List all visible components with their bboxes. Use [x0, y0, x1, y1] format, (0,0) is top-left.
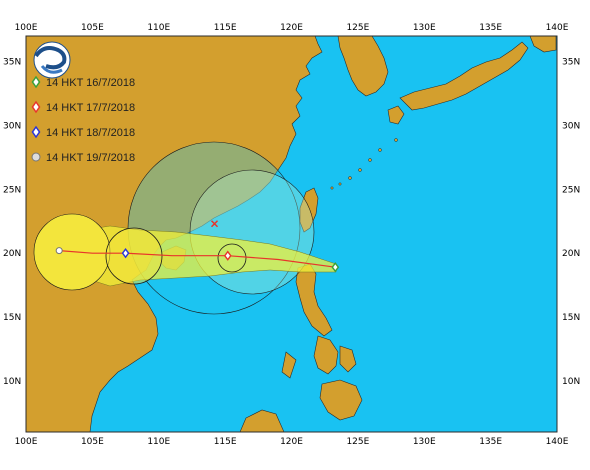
philippine-islands: [281, 335, 357, 379]
borneo-coast: [239, 409, 285, 432]
latitude-labels-right: 35N 30N 25N 20N 15N 10N: [562, 58, 580, 387]
ryukyu-islands: [330, 138, 398, 190]
luzon-island: [295, 263, 333, 337]
longitude-labels-bottom: 100E 105E 110E 115E 120E 125E 130E 135E 140E: [15, 437, 569, 447]
longitude-labels-top: 100E 105E 110E 115E 120E 125E 130E 135E 140E: [15, 23, 569, 33]
lat-tick-label-left: 20N: [3, 249, 21, 259]
day2-gale-radius: [217, 243, 247, 273]
lon-tick-label-bottom: 100E: [15, 437, 38, 447]
lat-tick-label-left: 15N: [3, 313, 21, 323]
legend: 14 HKT 16/7/2018 14 HKT 17/7/2018 14 HKT 1…: [31, 75, 135, 164]
lat-tick-label-right: 10N: [562, 377, 580, 387]
lon-tick-label-bottom: 105E: [81, 437, 104, 447]
track-markers: [55, 247, 340, 273]
lon-tick-label-top: 140E: [546, 23, 569, 33]
lon-tick-label-bottom: 125E: [346, 437, 369, 447]
lat-tick-label-left: 30N: [3, 121, 21, 131]
lat-tick-label-right: 35N: [562, 58, 580, 68]
day3-gale-radius: [105, 227, 163, 285]
lat-tick-label-left: 25N: [3, 185, 21, 195]
hong-kong-marker: [210, 220, 219, 228]
lon-tick-label-top: 130E: [413, 23, 436, 33]
lat-tick-label-left: 10N: [3, 377, 21, 387]
lat-tick-label-right: 20N: [562, 249, 580, 259]
lon-tick-label-top: 100E: [15, 23, 38, 33]
lat-tick-label-right: 25N: [562, 185, 580, 195]
lon-tick-label-bottom: 135E: [479, 437, 502, 447]
blue-diamond-icon: [31, 125, 41, 139]
green-diamond-icon: [31, 75, 41, 89]
grey-storm-icon: [31, 152, 41, 162]
lon-tick-label-top: 125E: [346, 23, 369, 33]
track-marker-green: [331, 262, 340, 273]
lon-tick-label-top: 115E: [214, 23, 237, 33]
track-marker-blue: [121, 247, 130, 259]
legend-item: 14 HKT 16/7/2018: [31, 75, 135, 89]
legend-item: 14 HKT 18/7/2018: [31, 125, 135, 139]
lon-tick-label-bottom: 115E: [214, 437, 237, 447]
legend-label: 14 HKT 19/7/2018: [46, 152, 135, 164]
japan-islands: [387, 36, 557, 125]
track-marker-grey: [55, 247, 63, 255]
lon-tick-label-bottom: 120E: [280, 437, 303, 447]
lon-tick-label-top: 120E: [280, 23, 303, 33]
legend-item: 14 HKT 19/7/2018: [31, 152, 135, 164]
lon-tick-label-bottom: 110E: [147, 437, 170, 447]
lon-tick-label-top: 105E: [81, 23, 104, 33]
legend-label: 14 HKT 16/7/2018: [46, 77, 135, 89]
lat-tick-label-right: 15N: [562, 313, 580, 323]
lat-tick-label-left: 35N: [3, 58, 21, 68]
lat-tick-label-right: 30N: [562, 121, 580, 131]
track-line: [59, 250, 336, 268]
red-diamond-icon: [31, 100, 41, 114]
lon-tick-label-bottom: 130E: [413, 437, 436, 447]
latitude-labels-left: 35N 30N 25N 20N 15N 10N: [3, 58, 21, 387]
lon-tick-label-top: 110E: [147, 23, 170, 33]
legend-item: 14 HKT 17/7/2018: [31, 100, 135, 114]
lon-tick-label-top: 135E: [479, 23, 502, 33]
legend-label: 14 HKT 17/7/2018: [46, 102, 135, 114]
lon-tick-label-bottom: 140E: [546, 437, 569, 447]
korean-peninsula: [337, 36, 389, 97]
track-marker-red: [223, 250, 232, 261]
observatory-logo-icon: [33, 41, 71, 79]
legend-label: 14 HKT 18/7/2018: [46, 127, 135, 139]
mindanao-island: [319, 379, 363, 421]
